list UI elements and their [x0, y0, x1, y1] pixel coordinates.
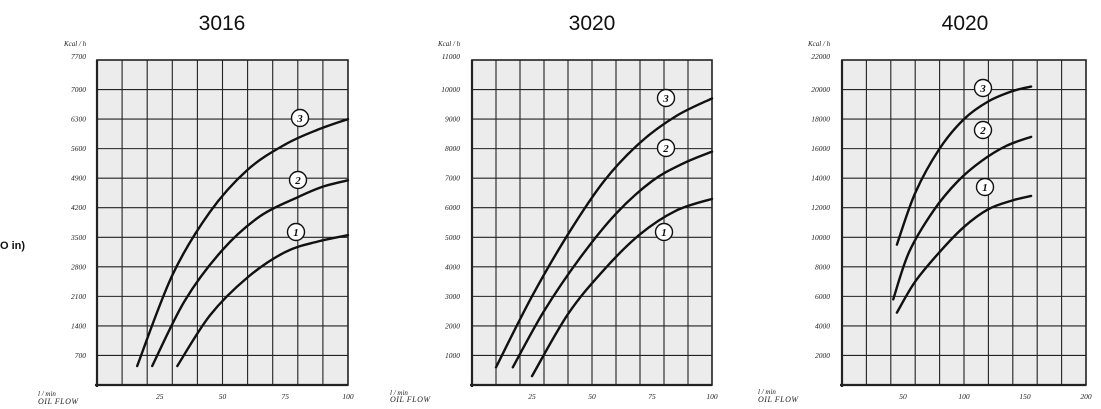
y-tick-label: 11000 [442, 52, 460, 61]
y-tick-label: 14000 [811, 174, 830, 183]
y-tick-label: 10000 [811, 233, 830, 242]
y-tick-label: 2800 [71, 262, 86, 271]
series-marker-3: 3 [973, 78, 993, 98]
chart-3020: 3020 Kcal / h 1000 2000 3000 4000 5000 6000 7000… [390, 12, 718, 404]
y-tick-label: 5000 [445, 233, 460, 242]
series-marker-1: 1 [975, 177, 995, 197]
series-label: 2 [662, 143, 669, 155]
y-axis-unit: Kcal / h [63, 40, 87, 48]
clipped-edge-text: O in) [0, 240, 25, 252]
series-marker-3: 3 [290, 108, 310, 128]
series-label: 2 [294, 175, 301, 187]
series-label: 3 [662, 93, 669, 105]
marker-circle [290, 108, 310, 128]
y-tick-label: 1000 [445, 351, 460, 360]
y-tick-label: 18000 [811, 115, 830, 124]
y-tick-label: 1400 [71, 321, 86, 330]
y-tick-label: 16000 [811, 144, 830, 153]
series-line-1 [176, 233, 350, 368]
x-axis-unit: l / min [758, 388, 776, 396]
y-tick-label: 3500 [70, 233, 86, 242]
series-line-2 [511, 150, 714, 369]
series-label: 1 [982, 182, 988, 194]
x-tick-label: 75 [282, 392, 290, 401]
chart-title: 3016 [199, 12, 246, 35]
y-tick-label: 3000 [444, 292, 460, 301]
series-line-3 [135, 117, 350, 368]
x-axis-unit: l / min [38, 390, 56, 398]
x-tick-label: 25 [528, 392, 536, 401]
y-tick-label: 8000 [815, 262, 830, 271]
series-line-1 [530, 197, 714, 378]
series-line-3 [494, 97, 714, 369]
x-tick-label: 100 [958, 392, 970, 401]
x-axis-title: OIL FLOW [38, 397, 79, 406]
y-axis-unit: Kcal / h [437, 40, 461, 48]
x-axis-unit: l / min [390, 389, 408, 397]
y-tick-label: 12000 [811, 203, 830, 212]
x-axis-title: OIL FLOW [758, 395, 799, 404]
series-label: 1 [293, 227, 299, 239]
y-tick-label: 8000 [445, 144, 460, 153]
marker-circle [973, 120, 993, 140]
y-tick-label: 22000 [811, 52, 830, 61]
y-tick-label: 700 [75, 351, 87, 360]
y-tick-label: 4000 [445, 262, 460, 271]
y-tick-label: 2000 [815, 351, 830, 360]
series-line-1 [895, 194, 1033, 314]
y-tick-label: 4900 [71, 174, 86, 183]
series-marker-1: 1 [286, 222, 306, 242]
series-label: 1 [661, 227, 667, 239]
x-axis-title: OIL FLOW [390, 395, 431, 404]
y-tick-label: 6300 [71, 115, 86, 124]
y-tick-label: 4200 [71, 203, 86, 212]
y-tick-label: 7000 [445, 174, 460, 183]
marker-circle [654, 222, 674, 242]
marker-circle [973, 78, 993, 98]
series-line-3 [895, 85, 1033, 246]
marker-circle [656, 138, 676, 158]
y-tick-label: 7700 [71, 52, 86, 61]
marker-circle [656, 88, 676, 108]
y-tick-label: 2000 [445, 321, 460, 330]
x-tick-label: 150 [1019, 392, 1031, 401]
series-marker-2: 2 [973, 120, 993, 140]
y-tick-label: 6000 [815, 292, 830, 301]
y-tick-label: 10000 [441, 85, 460, 94]
x-tick-label: 200 [1080, 392, 1092, 401]
marker-circle [975, 177, 995, 197]
chart-title: 4020 [942, 12, 989, 35]
series-marker-3: 3 [656, 88, 676, 108]
y-tick-label: 9000 [445, 115, 460, 124]
y-tick-label: 6000 [445, 203, 460, 212]
series-label: 3 [979, 83, 986, 95]
x-tick-label: 75 [648, 392, 656, 401]
series-marker-1: 1 [654, 222, 674, 242]
x-tick-label: 25 [156, 392, 164, 401]
marker-circle [286, 222, 306, 242]
chart-4020: 4020 Kcal / h 2000 4000 6000 8000 10000 12000 14… [758, 12, 1092, 404]
y-tick-label: 7000 [71, 85, 86, 94]
series-line-2 [892, 135, 1033, 301]
x-tick-label: 50 [588, 392, 596, 401]
y-axis-unit: Kcal / h [807, 40, 831, 48]
y-tick-label: 2100 [71, 292, 86, 301]
chart-title: 3020 [569, 12, 616, 35]
y-tick-label: 4000 [815, 321, 830, 330]
series-marker-2: 2 [288, 170, 308, 190]
series-marker-2: 2 [656, 138, 676, 158]
series-label: 3 [296, 113, 303, 125]
x-tick-label: 50 [219, 392, 227, 401]
marker-circle [288, 170, 308, 190]
y-tick-label: 5600 [71, 144, 86, 153]
x-tick-label: 50 [899, 392, 907, 401]
y-tick-label: 20000 [811, 85, 830, 94]
series-line-2 [151, 179, 350, 368]
x-tick-label: 100 [342, 392, 354, 401]
x-tick-label: 100 [706, 392, 718, 401]
series-label: 2 [979, 125, 986, 137]
